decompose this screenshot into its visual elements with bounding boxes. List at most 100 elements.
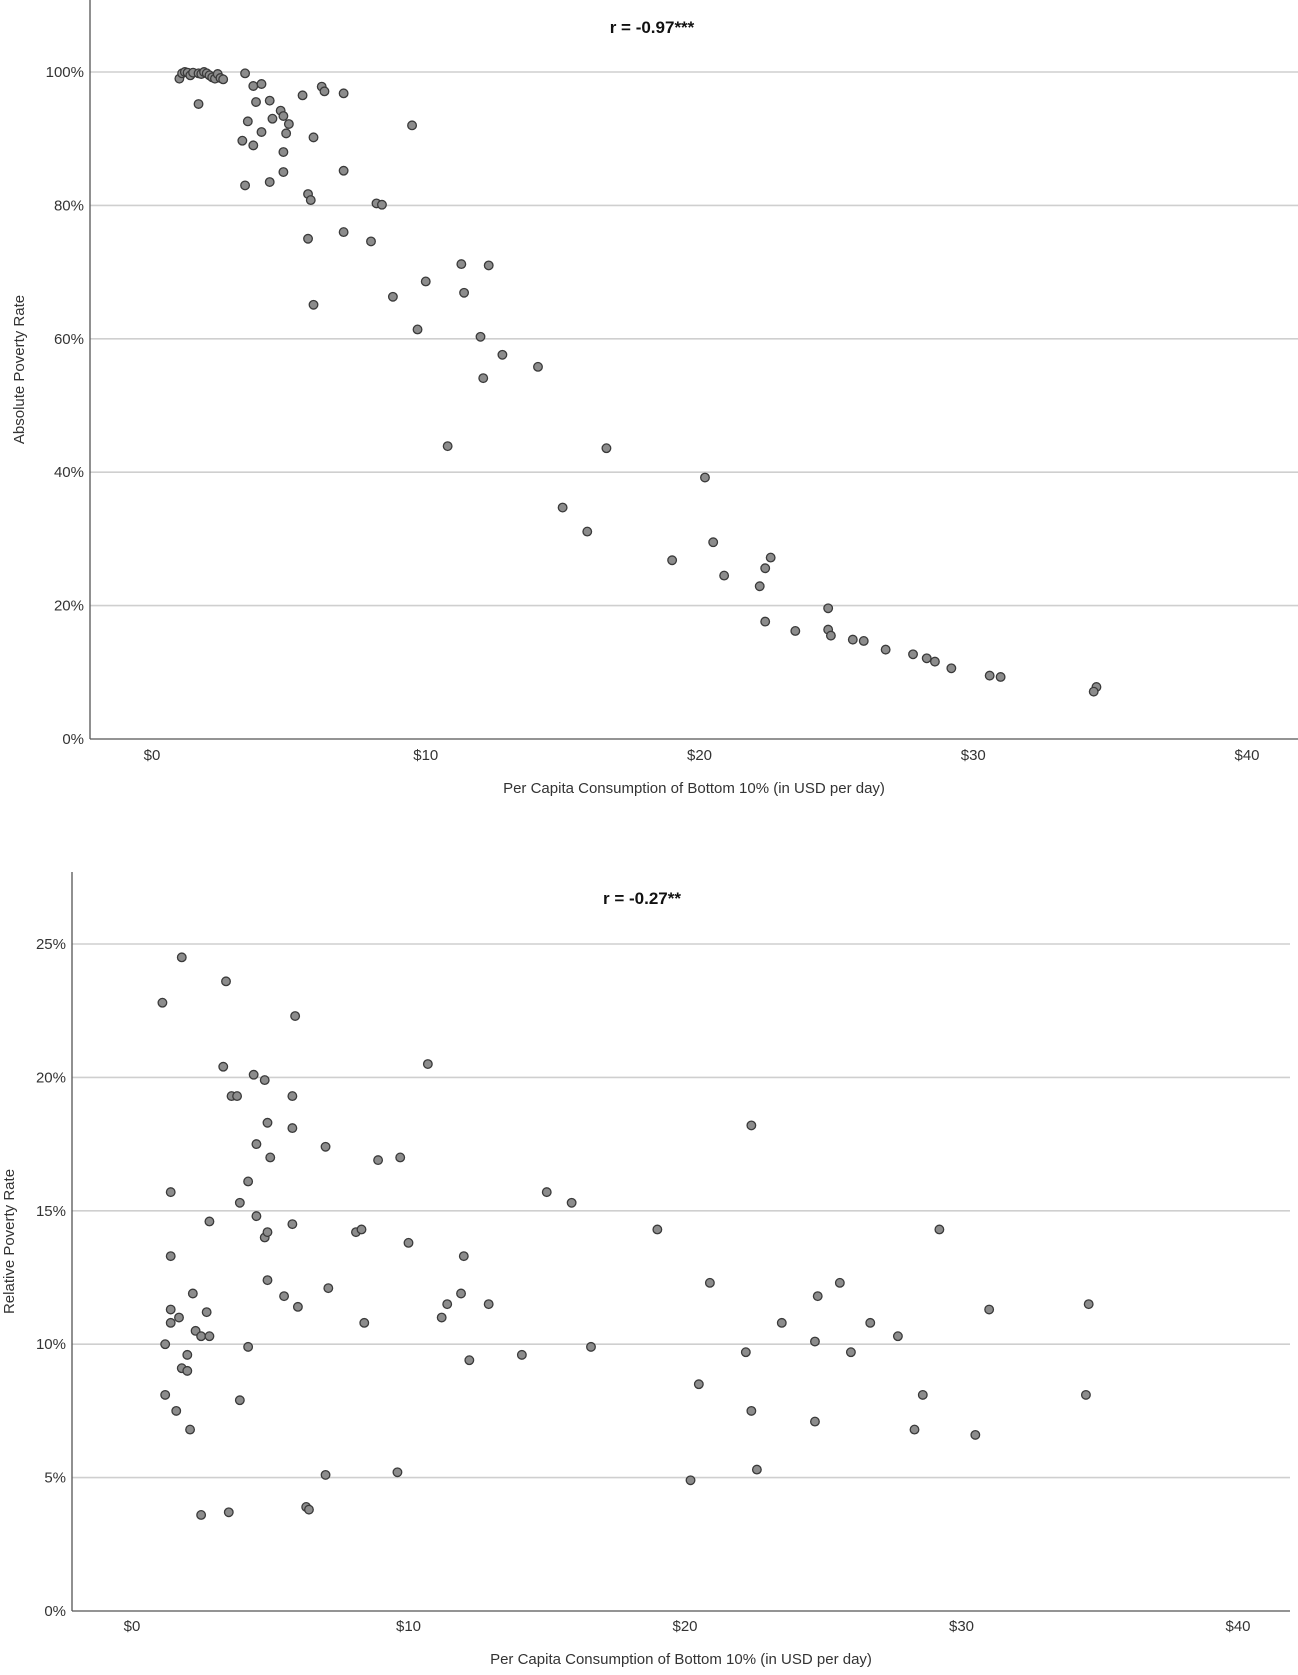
- data-point: [193, 99, 204, 109]
- data-point: [847, 634, 858, 645]
- x-tick-label: $0: [124, 1618, 141, 1635]
- x-tick-label: $40: [1225, 1618, 1250, 1635]
- y-tick-label: 0%: [62, 731, 84, 748]
- data-point: [234, 1197, 245, 1208]
- data-point: [308, 299, 319, 310]
- data-point: [929, 656, 940, 667]
- data-point: [243, 1176, 254, 1187]
- data-point: [165, 1251, 176, 1262]
- data-point: [984, 1304, 995, 1315]
- y-tick-label: 60%: [54, 331, 84, 348]
- y-tick-label: 15%: [36, 1203, 66, 1220]
- data-point: [338, 165, 349, 176]
- data-point: [267, 113, 278, 124]
- data-point: [338, 227, 349, 238]
- data-point: [320, 1141, 331, 1152]
- data-point: [934, 1224, 945, 1235]
- data-point: [1083, 1299, 1094, 1310]
- data-point: [160, 1389, 171, 1400]
- data-point: [946, 663, 957, 674]
- data-point: [880, 644, 891, 655]
- data-point: [278, 147, 289, 157]
- data-point: [422, 1059, 433, 1070]
- y-tick-label: 25%: [36, 936, 66, 953]
- data-point: [566, 1197, 577, 1208]
- data-point: [790, 625, 801, 636]
- data-point: [185, 1424, 196, 1435]
- data-point: [319, 86, 330, 97]
- y-tick-label: 20%: [54, 598, 84, 615]
- data-point: [392, 1467, 403, 1478]
- data-point: [746, 1405, 757, 1416]
- data-point: [204, 1216, 215, 1227]
- data-point: [776, 1317, 787, 1328]
- data-point: [858, 636, 869, 646]
- data-point: [456, 1288, 466, 1299]
- data-point: [176, 952, 187, 963]
- x-tick-label: $10: [413, 747, 438, 764]
- data-point: [909, 1424, 920, 1435]
- data-point: [412, 324, 423, 335]
- data-point: [812, 1291, 823, 1302]
- y-tick-label: 10%: [36, 1336, 66, 1353]
- data-point: [165, 1317, 176, 1328]
- data-point: [810, 1336, 820, 1347]
- data-point: [262, 1227, 273, 1238]
- data-point: [442, 441, 453, 452]
- data-point: [740, 1347, 751, 1358]
- data-point: [218, 1061, 229, 1072]
- data-point: [984, 670, 995, 681]
- data-point: [541, 1187, 552, 1198]
- data-point: [248, 1069, 259, 1080]
- data-point: [377, 199, 387, 210]
- data-point: [420, 276, 431, 287]
- data-point: [373, 1155, 384, 1166]
- data-point: [995, 672, 1006, 682]
- data-point: [892, 1331, 903, 1342]
- data-point: [303, 233, 313, 244]
- data-point: [586, 1341, 596, 1352]
- data-point: [483, 1299, 494, 1310]
- data-point: [297, 90, 308, 101]
- data-point: [436, 1312, 447, 1323]
- data-point: [338, 88, 349, 99]
- data-point: [395, 1152, 406, 1163]
- data-point: [279, 1291, 290, 1302]
- data-point: [582, 526, 593, 537]
- x-tick-label: $20: [687, 747, 712, 764]
- chart-title: r = -0.27**: [603, 889, 681, 908]
- data-point: [497, 349, 508, 360]
- data-point: [845, 1347, 856, 1358]
- data-point: [287, 1123, 298, 1134]
- data-point: [251, 1139, 262, 1150]
- x-tick-label: $10: [396, 1618, 421, 1635]
- data-point: [242, 116, 253, 127]
- data-point: [834, 1277, 845, 1288]
- data-point: [278, 111, 289, 121]
- data-point: [251, 97, 261, 107]
- data-point: [403, 1237, 414, 1248]
- data-point: [182, 1349, 193, 1360]
- data-point: [825, 630, 836, 641]
- data-point: [201, 1307, 212, 1318]
- x-tick-label: $0: [144, 747, 161, 764]
- data-point: [281, 128, 292, 139]
- data-point: [265, 1152, 276, 1163]
- data-point: [256, 79, 267, 89]
- data-point: [287, 1219, 298, 1230]
- data-point: [292, 1301, 303, 1312]
- x-axis-title: Per Capita Consumption of Bottom 10% (in…: [490, 1651, 872, 1668]
- data-point: [304, 1504, 314, 1515]
- data-point: [248, 140, 259, 151]
- data-point: [160, 1339, 171, 1350]
- data-point: [908, 649, 918, 660]
- y-tick-label: 0%: [44, 1603, 66, 1620]
- data-point: [240, 68, 251, 79]
- x-tick-label: $30: [949, 1618, 974, 1635]
- data-point: [366, 236, 376, 247]
- data-point: [264, 95, 275, 106]
- data-point: [823, 603, 834, 614]
- data-point: [283, 119, 294, 129]
- data-point: [165, 1187, 176, 1198]
- y-tick-label: 40%: [54, 464, 84, 481]
